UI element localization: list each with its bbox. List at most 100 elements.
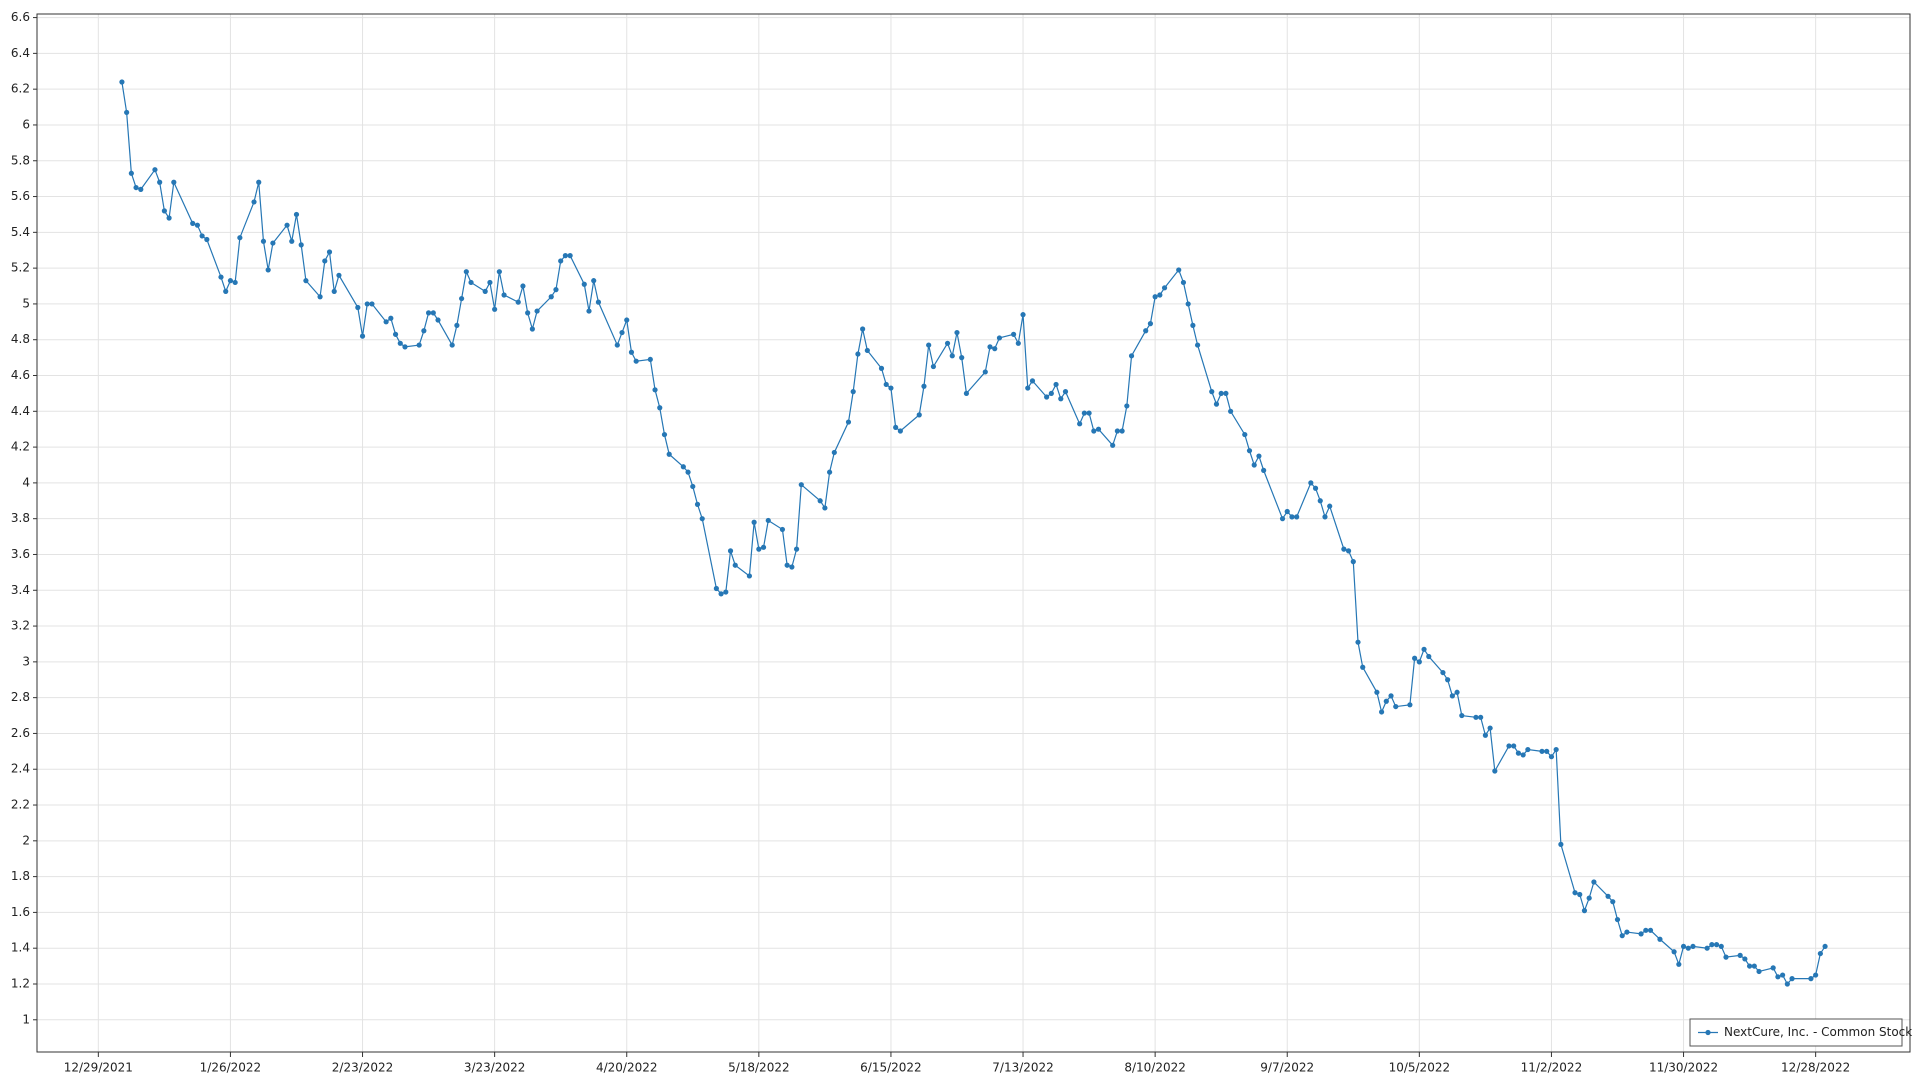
data-point <box>1421 646 1427 652</box>
data-point <box>685 469 691 475</box>
data-point <box>1185 301 1191 307</box>
data-point <box>1459 712 1465 719</box>
data-point <box>1157 292 1163 298</box>
data-point <box>982 369 988 375</box>
data-point <box>199 233 205 239</box>
y-tick-label: 6.4 <box>11 46 30 60</box>
data-point <box>822 505 828 511</box>
y-tick-label: 2.2 <box>11 798 30 812</box>
data-point <box>515 299 521 305</box>
data-point <box>1388 693 1394 699</box>
data-point <box>397 340 403 346</box>
data-point <box>1180 279 1187 286</box>
x-tick-label: 2/23/2022 <box>332 1061 394 1075</box>
data-point <box>383 319 389 325</box>
legend-box <box>1689 1018 1903 1047</box>
data-point <box>1713 942 1720 948</box>
data-point <box>1081 410 1087 416</box>
data-point <box>1737 952 1743 958</box>
y-tick-label: 4.6 <box>11 368 30 382</box>
data-point <box>303 278 309 284</box>
data-point <box>1619 933 1625 939</box>
data-point <box>260 238 267 244</box>
data-point <box>251 199 257 205</box>
data-point <box>850 389 856 395</box>
data-point <box>614 342 620 348</box>
data-point <box>699 516 705 522</box>
data-point <box>1086 410 1092 416</box>
data-point <box>435 317 441 323</box>
data-point <box>723 589 729 595</box>
data-point <box>727 548 734 554</box>
data-point <box>1294 514 1300 520</box>
data-point <box>1289 514 1295 520</box>
data-point <box>963 390 970 397</box>
data-point <box>1723 954 1729 960</box>
data-point <box>171 179 177 185</box>
data-point <box>581 281 587 287</box>
data-point <box>954 329 960 336</box>
data-point <box>1751 963 1757 969</box>
data-point <box>1780 972 1786 978</box>
plot-frame <box>36 13 1911 1053</box>
data-point <box>1308 480 1314 486</box>
data-point <box>558 258 564 264</box>
data-point <box>1114 428 1120 434</box>
data-point <box>1548 754 1555 760</box>
data-point <box>416 342 422 348</box>
data-point <box>661 431 668 438</box>
data-point <box>897 428 903 434</box>
data-point <box>1412 655 1418 661</box>
data-point <box>1015 340 1021 346</box>
data-point <box>817 498 823 504</box>
data-point <box>930 363 936 370</box>
data-point <box>284 222 290 228</box>
data-point <box>1718 943 1724 950</box>
axes: 1 1.2 1.4 1.6 1.8 2 2.2 2.4 2.6 2.8 3 3.2 3.4 3.6 3.8 4… <box>11 10 1850 1074</box>
y-tick-label: 1.4 <box>11 941 30 955</box>
data-point <box>1544 748 1550 754</box>
data-point <box>1482 732 1488 738</box>
data-point <box>1478 714 1484 720</box>
data-point <box>152 167 158 173</box>
data-point <box>166 215 172 221</box>
data-point <box>1449 693 1455 699</box>
data-point <box>1685 945 1691 951</box>
data-point <box>364 301 370 307</box>
data-point <box>1345 548 1352 554</box>
data-point <box>619 329 625 336</box>
data-point <box>1756 968 1762 975</box>
data-point <box>756 546 762 552</box>
data-point <box>1515 750 1522 756</box>
x-tick-label: 12/28/2022 <box>1781 1061 1850 1075</box>
data-point <box>586 308 592 314</box>
y-tick-label: 4.4 <box>11 404 30 418</box>
data-point <box>713 585 719 592</box>
y-tick-label: 4 <box>22 475 30 489</box>
data-point <box>845 419 852 425</box>
data-point <box>1284 508 1290 515</box>
data-point <box>1473 714 1479 720</box>
y-tick-label: 1.8 <box>11 869 30 883</box>
data-point <box>1407 702 1413 708</box>
y-tick-label: 6.6 <box>11 10 30 24</box>
data-point <box>1591 879 1597 885</box>
data-point <box>591 278 597 284</box>
data-point <box>459 295 465 302</box>
data-point <box>1742 956 1748 962</box>
data-point <box>190 220 196 226</box>
data-point <box>624 317 630 323</box>
data-point <box>562 253 569 259</box>
data-point <box>647 356 653 363</box>
y-tick-label: 4.8 <box>11 332 30 346</box>
y-tick-label: 5.6 <box>11 189 30 203</box>
data-point <box>690 483 696 490</box>
data-point <box>1147 321 1154 327</box>
data-point <box>760 544 767 550</box>
y-tick-label: 1.6 <box>11 905 30 919</box>
data-point <box>298 242 304 248</box>
data-point <box>732 562 738 568</box>
x-tick-label: 6/15/2022 <box>860 1061 922 1075</box>
data-point <box>1161 285 1168 291</box>
